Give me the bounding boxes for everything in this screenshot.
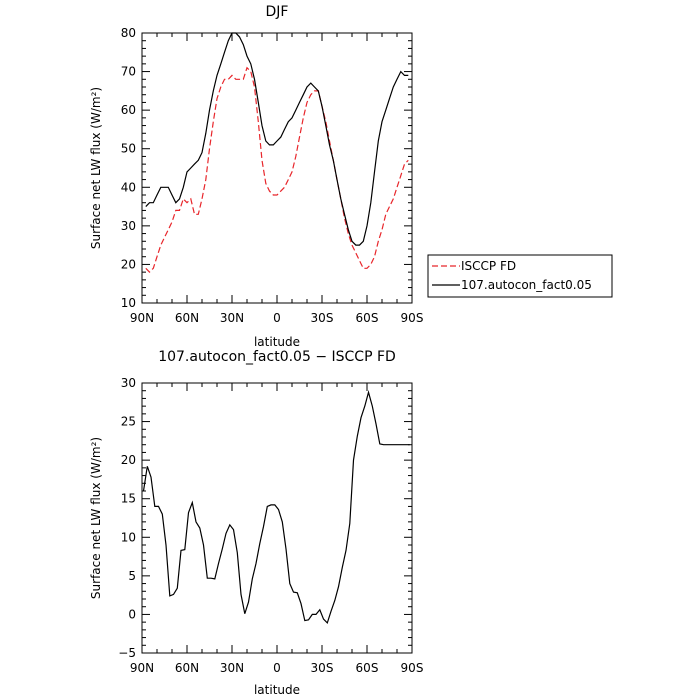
top-y-tick-label: 40 <box>121 180 136 194</box>
bottom-chart-title: 107.autocon_fact0.05 − ISCCP FD <box>158 349 396 365</box>
top-y-axis-label: Surface net LW flux (W/m²) <box>89 87 103 249</box>
bottom-series-group <box>142 390 410 625</box>
legend-label-model: 107.autocon_fact0.05 <box>461 278 592 292</box>
top-x-tick-label: 90N <box>130 311 154 325</box>
top-y-tick-label: 10 <box>121 296 136 310</box>
top-y-tick-label: 30 <box>121 219 136 233</box>
bottom-plot-border <box>141 382 413 654</box>
top-x-tick-label: 0 <box>273 311 281 325</box>
top-x-tick-label: 30N <box>220 311 244 325</box>
bottom-x-tick-label: 0 <box>273 661 281 675</box>
top-series-line-0 <box>145 66 409 273</box>
bottom-y-axis-label: Surface net LW flux (W/m²) <box>89 437 103 599</box>
bottom-y-tick-label: 0 <box>128 607 136 621</box>
top-y-tick-label: 50 <box>121 142 136 156</box>
bottom-y-tick-label: 25 <box>121 415 136 429</box>
top-axes-frame <box>141 32 413 304</box>
bottom-y-tick-label: 20 <box>121 453 136 467</box>
bottom-panel: 107.autocon_fact0.05 − ISCCP FD 90N 60N 30… <box>89 349 423 697</box>
bottom-y-tick-label: 30 <box>121 376 136 390</box>
top-x-tick-label: 90S <box>401 311 424 325</box>
top-y-tick-label: 80 <box>121 26 136 40</box>
bottom-axes-frame <box>141 382 413 654</box>
bottom-x-tick-label: 90S <box>401 661 424 675</box>
bottom-x-axis-label: latitude <box>254 683 300 697</box>
top-x-tick-label: 60S <box>356 311 379 325</box>
legend-box <box>427 254 613 298</box>
top-y-tick-labels: 10 20 30 40 50 60 70 80 <box>121 26 136 310</box>
bottom-y-tick-labels: −5 0 5 10 15 20 25 30 <box>118 376 136 660</box>
top-x-tick-label: 60N <box>175 311 199 325</box>
top-x-tick-label: 30S <box>311 311 334 325</box>
top-chart-title: DJF <box>266 4 289 20</box>
bottom-series-line-0 <box>142 390 410 625</box>
legend: ISCCP FD 107.autocon_fact0.05 <box>427 254 613 298</box>
top-y-tick-label: 70 <box>121 65 136 79</box>
bottom-y-tick-label: −5 <box>118 646 136 660</box>
top-series-group <box>145 32 409 273</box>
top-panel: DJF 90N 60N 30N 0 30S 60S 90S 10 20 30 40 50 60 70 80… <box>89 4 613 349</box>
bottom-x-tick-label: 30N <box>220 661 244 675</box>
bottom-x-tick-label: 60N <box>175 661 199 675</box>
top-y-tick-label: 60 <box>121 103 136 117</box>
top-x-tick-labels: 90N 60N 30N 0 30S 60S 90S <box>130 311 424 325</box>
bottom-y-tick-label: 15 <box>121 492 136 506</box>
bottom-x-tick-labels: 90N 60N 30N 0 30S 60S 90S <box>130 661 424 675</box>
legend-label-isccp: ISCCP FD <box>461 259 516 273</box>
top-series-line-1 <box>145 32 409 246</box>
top-y-tick-label: 20 <box>121 257 136 271</box>
bottom-x-tick-label: 60S <box>356 661 379 675</box>
bottom-y-tick-label: 10 <box>121 530 136 544</box>
bottom-x-tick-label: 90N <box>130 661 154 675</box>
bottom-y-tick-label: 5 <box>128 569 136 583</box>
bottom-x-tick-label: 30S <box>311 661 334 675</box>
top-x-axis-label: latitude <box>254 335 300 349</box>
